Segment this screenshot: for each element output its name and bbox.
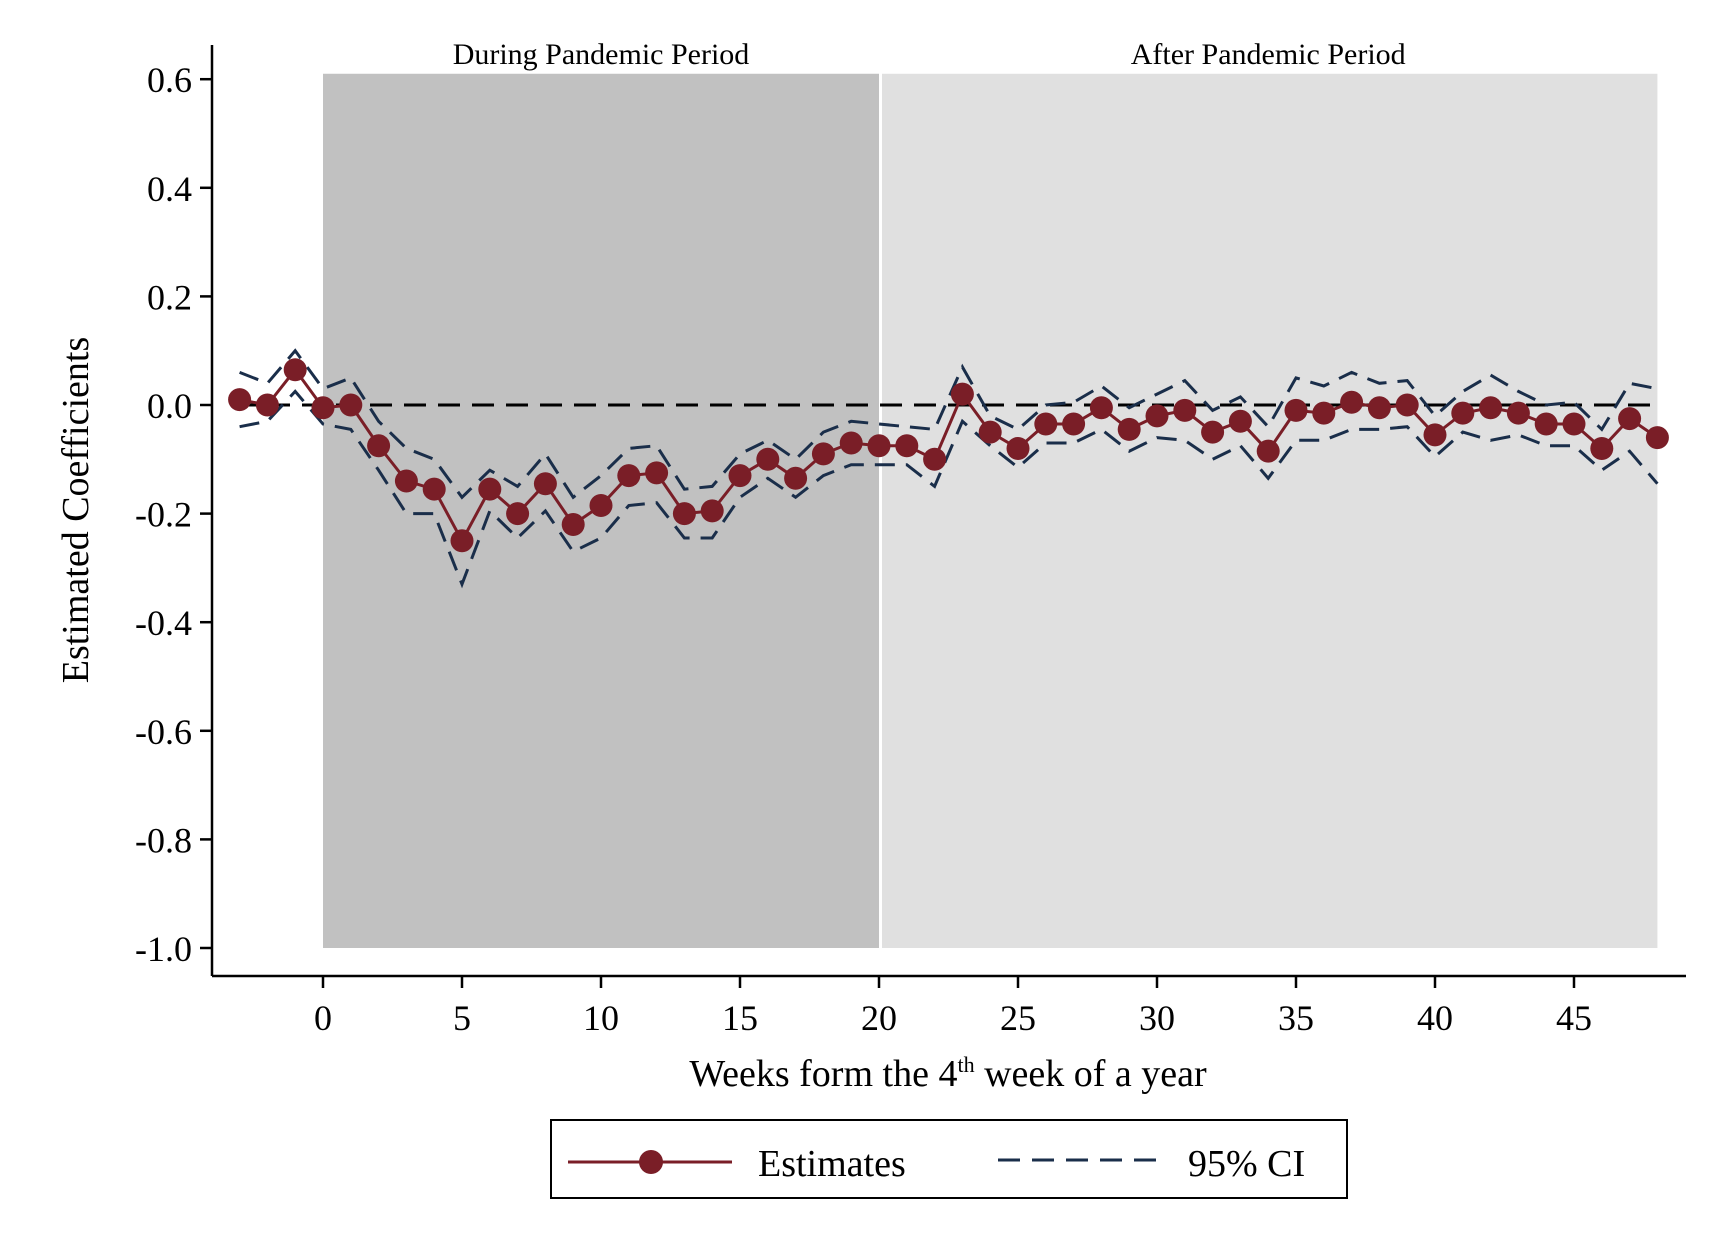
estimate-point xyxy=(1479,396,1503,420)
estimate-point xyxy=(1645,426,1669,450)
legend-ci-label: 95% CI xyxy=(1188,1143,1305,1185)
estimate-point xyxy=(533,472,557,496)
y-tick-label: 0.4 xyxy=(147,169,192,209)
estimate-point xyxy=(1006,436,1030,460)
ci-lines xyxy=(239,348,1659,589)
estimate-point xyxy=(784,466,808,490)
estimate-point xyxy=(617,464,641,488)
x-axis-title-rest: week of a year xyxy=(975,1053,1207,1095)
y-axis-ticks: 0.6 0.4 0.2 0.0 -0.2 -0.4 -0.6 -0.8 -1.0 xyxy=(135,60,212,969)
legend-box xyxy=(550,1119,1348,1199)
region-labels: During Pandemic Period After Pandemic Per… xyxy=(453,38,1406,71)
x-tick-label: 45 xyxy=(1556,998,1592,1038)
estimate-point xyxy=(923,447,947,471)
estimate-point xyxy=(589,493,613,517)
estimate-point xyxy=(1534,412,1558,436)
estimate-point xyxy=(478,477,502,501)
x-tick-label: 30 xyxy=(1139,998,1175,1038)
estimate-point xyxy=(839,431,863,455)
estimate-point xyxy=(728,464,752,488)
estimate-point xyxy=(506,502,530,526)
estimate-point xyxy=(311,396,335,420)
estimate-point xyxy=(1451,401,1475,425)
ci-lower-line xyxy=(239,389,1659,589)
estimate-point xyxy=(1340,390,1364,414)
x-tick-label: 15 xyxy=(722,998,758,1038)
y-tick-label: -0.8 xyxy=(135,820,192,860)
x-tick-label: 10 xyxy=(583,998,619,1038)
estimate-point xyxy=(1618,407,1642,431)
estimate-point xyxy=(394,469,418,493)
estimate-point xyxy=(255,393,279,417)
estimate-point xyxy=(1367,396,1391,420)
estimate-point xyxy=(1173,398,1197,422)
estimate-point xyxy=(1590,436,1614,460)
estimate-points xyxy=(228,358,1669,553)
estimate-point xyxy=(1228,409,1252,433)
estimate-point xyxy=(561,512,585,536)
estimate-point xyxy=(895,434,919,458)
estimate-point xyxy=(1117,417,1141,441)
x-axis-ticks: 0 5 10 15 20 25 30 35 40 45 xyxy=(314,976,1592,1038)
x-tick-label: 40 xyxy=(1417,998,1453,1038)
estimate-point xyxy=(1062,412,1086,436)
estimate-point xyxy=(1034,412,1058,436)
estimate-point xyxy=(450,529,474,553)
y-axis-title: Estimated Coefficients xyxy=(55,337,97,684)
estimate-point xyxy=(1312,401,1336,425)
region-after xyxy=(882,73,1658,948)
region-label-during: During Pandemic Period xyxy=(453,38,750,71)
axes xyxy=(210,45,1686,978)
x-tick-label: 25 xyxy=(1000,998,1036,1038)
estimate-point xyxy=(1201,420,1225,444)
estimates-line xyxy=(239,367,1659,544)
estimate-point xyxy=(672,502,696,526)
x-axis-title-superscript: th xyxy=(957,1052,974,1077)
estimates-series-line xyxy=(239,367,1659,544)
y-tick-label: 0.6 xyxy=(147,60,192,100)
x-axis-title: Weeks form the 4th week of a year xyxy=(689,1052,1207,1095)
legend-estimates-swatch-marker xyxy=(639,1150,663,1174)
estimate-point xyxy=(1256,439,1280,463)
y-tick-label: -0.2 xyxy=(135,495,192,535)
estimate-point xyxy=(422,477,446,501)
y-tick-label: 0.0 xyxy=(147,386,192,426)
estimate-point xyxy=(700,499,724,523)
estimate-point xyxy=(867,434,891,458)
y-tick-label: -1.0 xyxy=(135,929,192,969)
estimate-point xyxy=(228,388,252,412)
x-tick-label: 5 xyxy=(453,998,471,1038)
region-label-after: After Pandemic Period xyxy=(1131,38,1406,71)
y-tick-label: -0.4 xyxy=(135,603,192,643)
y-tick-label: -0.6 xyxy=(135,712,192,752)
estimate-point xyxy=(756,447,780,471)
estimate-point xyxy=(1395,393,1419,417)
estimate-point xyxy=(1506,401,1530,425)
estimate-point xyxy=(978,420,1002,444)
estimate-point xyxy=(950,382,974,406)
ci-upper-line xyxy=(239,348,1658,500)
estimate-point xyxy=(367,434,391,458)
legend-estimates-label: Estimates xyxy=(758,1143,906,1185)
estimate-point xyxy=(283,358,307,382)
estimate-point xyxy=(1089,396,1113,420)
x-tick-label: 0 xyxy=(314,998,332,1038)
estimate-point xyxy=(1423,423,1447,447)
estimate-point xyxy=(339,393,363,417)
y-tick-label: 0.2 xyxy=(147,277,192,317)
estimate-point xyxy=(1284,398,1308,422)
x-tick-label: 35 xyxy=(1278,998,1314,1038)
estimate-point xyxy=(1145,404,1169,428)
x-tick-label: 20 xyxy=(861,998,897,1038)
legend: Estimates 95% CI xyxy=(550,1119,1348,1199)
estimate-point xyxy=(645,461,669,485)
x-axis-title-main: Weeks form the 4 xyxy=(689,1053,957,1095)
estimate-point xyxy=(1562,412,1586,436)
estimate-point xyxy=(811,442,835,466)
